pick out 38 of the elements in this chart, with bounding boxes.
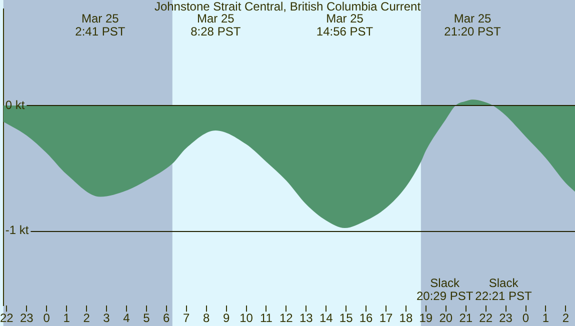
- x-tick-label: 2: [562, 311, 570, 326]
- y-tick-label: 0 kt: [5, 98, 26, 112]
- x-tick-label: 18: [399, 311, 413, 326]
- x-tick-label: 0: [43, 311, 50, 326]
- x-tick-label: 8: [202, 311, 210, 326]
- x-tick-label: 0: [522, 311, 530, 326]
- chart-title: Johnstone Strait Central, British Columbia Current: [154, 0, 422, 14]
- annotation: Mar 25 14:56 PST: [316, 11, 374, 38]
- x-tick-label: 4: [123, 311, 130, 326]
- annotation: Mar 25 2:41 PST: [75, 11, 126, 38]
- annotation: Slack 22:21 PST: [475, 276, 533, 303]
- x-tick-label: 22: [0, 311, 14, 326]
- x-tick-label: 1: [63, 311, 70, 326]
- y-tick-label: -1 kt: [5, 222, 30, 237]
- x-tick-label: 17: [379, 311, 393, 326]
- x-tick-label: 10: [240, 311, 254, 326]
- x-tick-label: 15: [339, 311, 354, 326]
- x-tick-label: 22: [479, 311, 493, 326]
- x-tick-label: 12: [280, 311, 294, 326]
- annotation: Mar 25 21:20 PST: [444, 11, 502, 38]
- x-tick-label: 21: [459, 311, 473, 326]
- x-tick-label: 19: [419, 311, 433, 326]
- x-tick-label: 9: [222, 311, 230, 326]
- x-tick-label: 23: [499, 311, 513, 326]
- x-tick-label: 1: [542, 311, 550, 326]
- x-tick-label: 5: [143, 311, 150, 326]
- annotation: Mar 25 8:28 PST: [190, 11, 242, 38]
- x-tick-label: 13: [299, 311, 314, 326]
- x-tick-label: 14: [319, 311, 334, 326]
- x-tick-label: 11: [260, 311, 273, 326]
- x-tick-label: 6: [163, 311, 170, 326]
- x-tick-label: 2: [83, 311, 90, 326]
- annotation: Slack 20:29 PST: [416, 276, 474, 303]
- x-tick-label: 20: [439, 311, 453, 326]
- x-tick-label: 16: [359, 311, 374, 326]
- x-tick-label: 23: [20, 311, 34, 326]
- x-tick-label: 3: [103, 311, 110, 326]
- x-tick-label: 7: [183, 311, 190, 326]
